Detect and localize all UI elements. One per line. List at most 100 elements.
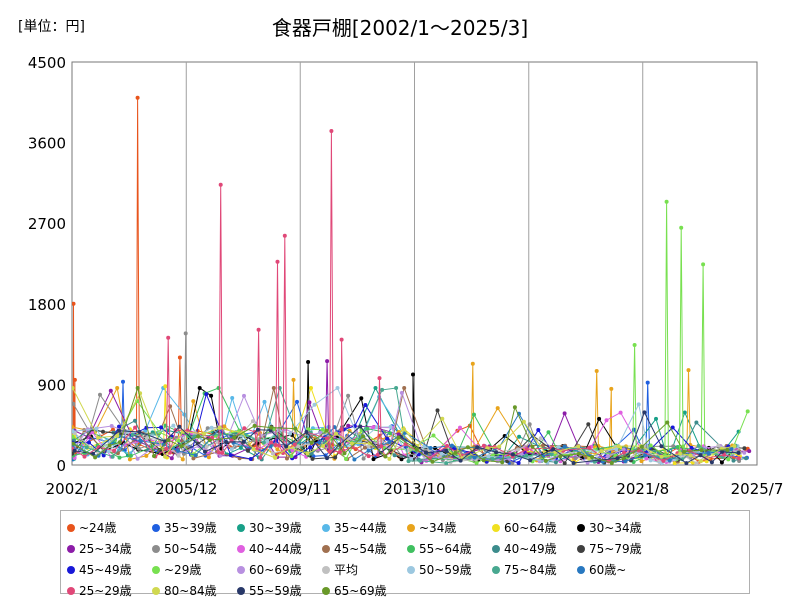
data-point	[342, 451, 347, 456]
data-point	[363, 403, 368, 407]
data-point	[344, 457, 348, 461]
chart-title: 食器戸棚[2002/1～2025/3]	[271, 16, 529, 40]
data-point	[445, 443, 449, 448]
data-point	[698, 459, 703, 464]
data-point	[252, 443, 257, 448]
data-point	[377, 376, 382, 381]
data-point	[481, 443, 486, 448]
data-point	[209, 393, 214, 398]
data-point	[654, 416, 658, 421]
legend-label: 平均	[334, 563, 359, 577]
data-point	[394, 386, 399, 390]
data-point	[112, 448, 117, 453]
data-point	[742, 446, 747, 451]
legend-label: 25~34歳	[79, 542, 132, 556]
data-point	[309, 434, 314, 439]
data-point	[248, 457, 253, 461]
data-point	[350, 444, 355, 449]
data-point	[296, 444, 301, 449]
data-point	[346, 393, 351, 398]
data-point	[163, 384, 168, 389]
data-point	[573, 456, 578, 461]
data-point	[379, 444, 384, 449]
data-point	[587, 445, 592, 450]
data-point	[317, 440, 322, 445]
data-point	[494, 450, 499, 455]
series-line	[73, 391, 745, 464]
data-point	[551, 447, 556, 452]
data-point	[87, 440, 91, 445]
data-point	[729, 447, 734, 451]
data-point	[639, 459, 644, 464]
legend-label: 75~79歳	[589, 542, 642, 556]
data-point	[622, 450, 626, 455]
data-point	[207, 438, 212, 443]
data-point	[346, 423, 351, 428]
data-point	[171, 423, 176, 428]
data-point	[305, 451, 310, 456]
legend-label: 35~39歳	[164, 521, 217, 535]
legend-label: 35~44歳	[334, 521, 387, 535]
legend-swatch	[237, 544, 245, 553]
data-point	[709, 460, 714, 465]
data-point	[609, 461, 614, 465]
data-point	[371, 425, 376, 430]
data-point	[670, 425, 675, 430]
data-point	[72, 377, 77, 382]
legend-item: 35~44歳	[322, 517, 407, 538]
data-point	[667, 458, 672, 463]
data-point	[699, 448, 704, 453]
data-point	[361, 456, 366, 461]
data-point	[747, 449, 752, 454]
data-point	[241, 439, 246, 444]
data-point	[252, 423, 257, 428]
legend-swatch	[492, 544, 500, 553]
legend-swatch	[407, 544, 415, 553]
legend-label: 50~54歳	[164, 542, 217, 556]
data-point	[333, 455, 338, 460]
data-point	[277, 443, 282, 448]
data-point	[399, 390, 404, 395]
data-point	[375, 452, 380, 457]
data-point	[334, 431, 338, 436]
x-tick-label: 2009/11	[269, 480, 331, 498]
data-point	[179, 444, 184, 449]
data-point	[680, 457, 685, 462]
legend-item: 25~29歳	[67, 580, 152, 601]
data-point	[694, 461, 699, 465]
data-point	[594, 369, 599, 373]
data-point	[648, 458, 653, 463]
data-point	[191, 399, 196, 404]
data-point	[96, 435, 100, 440]
legend-swatch	[492, 523, 500, 532]
data-point	[128, 453, 133, 458]
chart-legend: ~24歳 35~39歳 30~39歳 35~44歳 ~34歳 60~64歳 30~34歳 25…	[60, 510, 750, 598]
data-point	[163, 454, 167, 459]
data-point	[324, 428, 329, 433]
data-point	[418, 458, 423, 463]
legend-label: 30~39歳	[249, 521, 302, 535]
data-point	[72, 386, 75, 390]
data-point	[216, 450, 221, 455]
data-point	[472, 412, 476, 417]
data-point	[135, 95, 140, 100]
y-tick-label: 3600	[28, 135, 66, 153]
data-point	[93, 455, 98, 460]
data-point	[599, 449, 604, 454]
legend-swatch	[322, 523, 330, 532]
data-point	[325, 359, 330, 364]
data-point	[402, 386, 407, 390]
data-point	[206, 455, 211, 460]
data-point	[604, 418, 609, 423]
data-point	[392, 453, 397, 458]
legend-swatch	[322, 586, 330, 595]
data-point	[228, 453, 233, 458]
data-point	[530, 444, 535, 449]
data-point	[475, 445, 480, 450]
data-point	[361, 434, 366, 439]
data-point	[543, 458, 548, 463]
data-point	[110, 454, 115, 459]
data-point	[605, 454, 610, 459]
legend-item: 30~39歳	[237, 517, 322, 538]
legend-swatch	[237, 586, 245, 595]
